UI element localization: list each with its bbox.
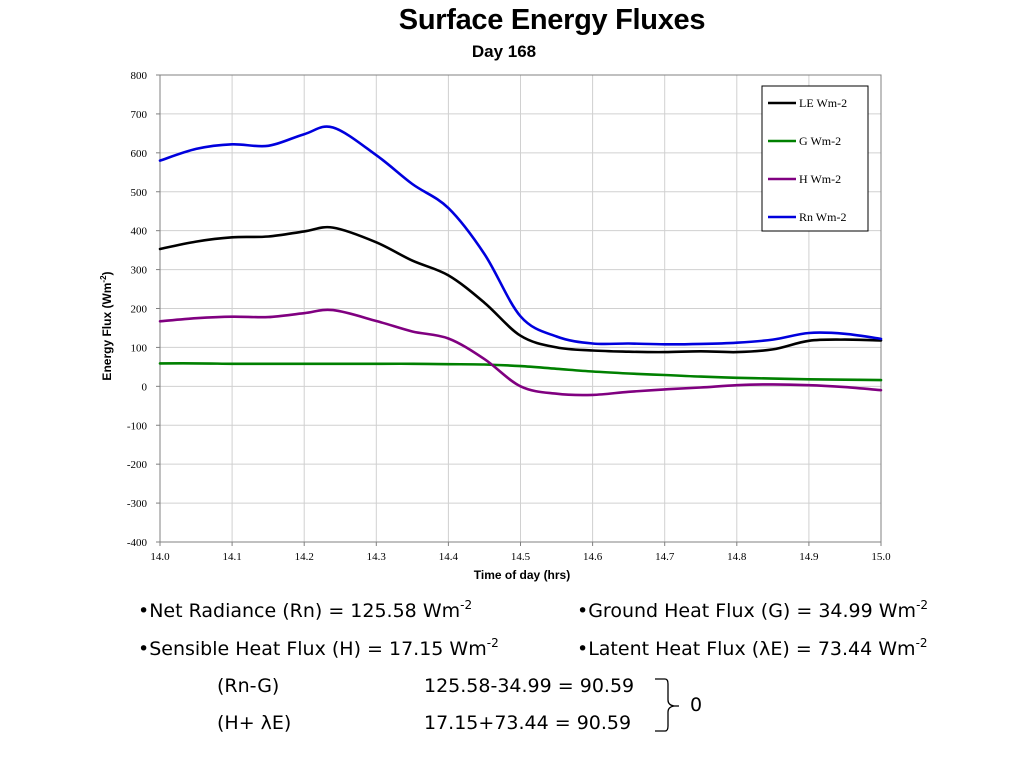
y-tick-label: 600 — [131, 148, 148, 160]
net-radiance-text: •Net Radiance (Rn) = 125.58 Wm-2 — [138, 598, 473, 622]
x-tick-label: 15.0 — [871, 551, 891, 563]
series-line-g — [158, 362, 883, 382]
x-tick-label: 14.4 — [439, 551, 459, 563]
chart-legend: LE Wm-2 G Wm-2 H Wm-2 Rn Wm-2 — [761, 85, 869, 232]
ground-heat-flux-text: •Ground Heat Flux (G) = 34.99 Wm-2 — [577, 598, 929, 622]
y-tick-label: 500 — [131, 187, 148, 199]
series-line-le — [158, 225, 883, 354]
sensible-heat-flux-text: •Sensible Heat Flux (H) = 17.15 Wm-2 — [138, 636, 499, 660]
rn-minus-g-label: (Rn-G) — [217, 675, 280, 697]
x-tick-label: 14.5 — [511, 551, 531, 563]
y-tick-label: -100 — [127, 420, 148, 432]
x-tick-label: 14.8 — [727, 551, 747, 563]
x-tick-label: 14.1 — [222, 551, 241, 563]
series-line-h — [158, 308, 883, 397]
x-tick-label: 14.2 — [295, 551, 314, 563]
y-tick-label: -200 — [127, 459, 148, 471]
h-plus-le-label: (H+ λE) — [217, 712, 292, 734]
x-tick-label: 14.3 — [367, 551, 387, 563]
rn-minus-g-value: 125.58-34.99 = 90.59 — [424, 675, 635, 697]
x-tick-label: 14.6 — [583, 551, 603, 563]
x-tick-label: 14.9 — [799, 551, 819, 563]
axis-ticks: 800 700 600 500 400 300 200 100 0 -100 -200 -300 -40… — [127, 70, 891, 563]
x-tick-label: 14.0 — [150, 551, 170, 563]
legend-box — [761, 85, 869, 232]
legend-label: LE Wm-2 — [799, 96, 847, 110]
y-tick-label: 300 — [131, 265, 148, 277]
y-tick-label: 700 — [131, 109, 148, 121]
page-subtitle: Day 168 — [471, 42, 537, 61]
y-tick-label: 0 — [142, 381, 148, 393]
x-axis-label: Time of day (hrs) — [474, 568, 570, 582]
legend-label: H Wm-2 — [799, 172, 841, 186]
legend-label: Rn Wm-2 — [799, 210, 846, 224]
x-tick-label: 14.7 — [655, 551, 675, 563]
y-tick-label: 200 — [131, 304, 148, 316]
y-tick-label: 800 — [131, 70, 148, 82]
h-plus-le-value: 17.15+73.44 = 90.59 — [424, 712, 632, 734]
curly-brace-icon — [655, 678, 679, 732]
energy-flux-chart: 800 700 600 500 400 300 200 100 0 -100 -200 -300 -40… — [99, 70, 891, 582]
series-lines — [158, 125, 883, 397]
y-tick-label: 400 — [131, 226, 148, 238]
y-axis-label: Energy Flux (Wm-2) — [99, 271, 114, 380]
y-tick-label: -300 — [127, 498, 148, 510]
y-tick-label: -400 — [127, 537, 148, 549]
latent-heat-flux-text: •Latent Heat Flux (λE) = 73.44 Wm-2 — [577, 636, 928, 660]
y-tick-label: 100 — [131, 342, 148, 354]
difference-value: 0 — [690, 694, 703, 716]
series-line-rn — [158, 125, 883, 346]
page-title: Surface Energy Fluxes — [398, 4, 706, 36]
legend-label: G Wm-2 — [799, 134, 841, 148]
